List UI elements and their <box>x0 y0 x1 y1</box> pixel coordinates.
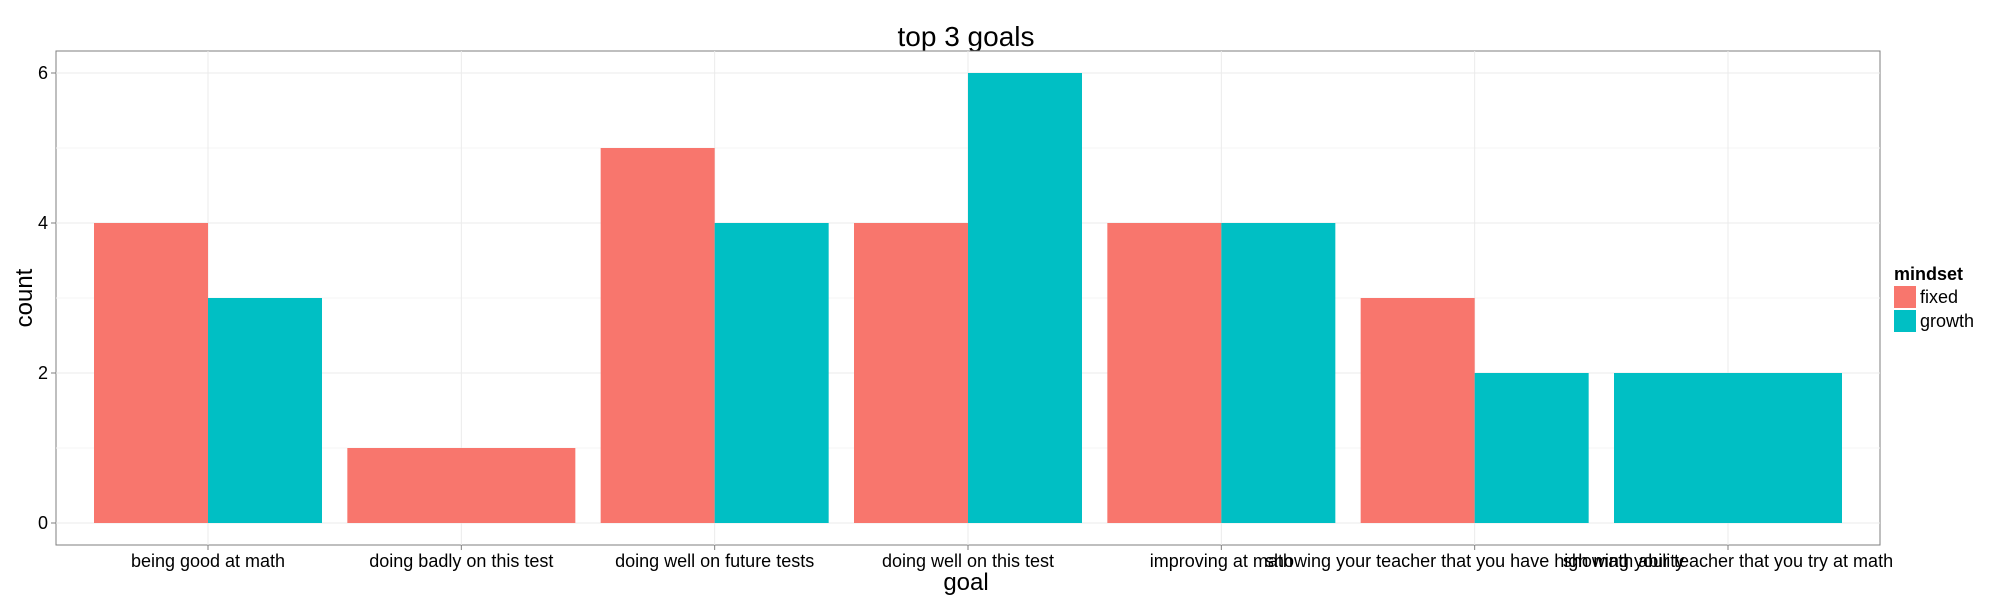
x-tick-label: doing badly on this test <box>369 551 553 571</box>
bar-growth <box>1614 373 1842 523</box>
y-tick-label: 4 <box>38 213 48 233</box>
x-tick-label: improving at math <box>1150 551 1293 571</box>
bar-growth <box>968 73 1082 523</box>
bar-growth <box>1474 373 1589 523</box>
x-tick-label: being good at math <box>131 551 285 571</box>
bar-growth <box>714 223 829 523</box>
bars <box>94 73 1842 523</box>
legend-swatch-growth <box>1894 310 1916 332</box>
legend-title: mindset <box>1894 264 1963 284</box>
bar-fixed <box>600 148 715 523</box>
legend-label-fixed: fixed <box>1920 287 1958 307</box>
x-tick-label: showing your teacher that you have high … <box>1265 551 1684 571</box>
y-tick-label: 2 <box>38 363 48 383</box>
bar-fixed <box>94 223 208 523</box>
bar-fixed <box>854 223 968 523</box>
x-axis-title: goal <box>943 569 988 596</box>
x-tick-label: showing your teacher that you try at mat… <box>1563 551 1893 571</box>
x-tick-label: doing well on future tests <box>615 551 814 571</box>
y-axis: 0 2 4 6 <box>38 63 56 533</box>
x-axis: being good at math doing badly on this te… <box>131 545 1893 571</box>
legend-swatch-fixed <box>1894 286 1916 308</box>
y-tick-label: 0 <box>38 513 48 533</box>
y-axis-title: count <box>11 268 38 327</box>
x-tick-label: doing well on this test <box>882 551 1054 571</box>
legend-label-growth: growth <box>1920 311 1974 331</box>
legend: mindset fixed growth <box>1894 264 1974 332</box>
bar-growth <box>208 298 322 523</box>
bar-fixed <box>1360 298 1475 523</box>
y-tick-label: 6 <box>38 63 48 83</box>
bar-growth <box>1221 223 1336 523</box>
bar-fixed <box>1107 223 1222 523</box>
bar-fixed <box>347 448 576 523</box>
chart-title: top 3 goals <box>898 21 1035 52</box>
